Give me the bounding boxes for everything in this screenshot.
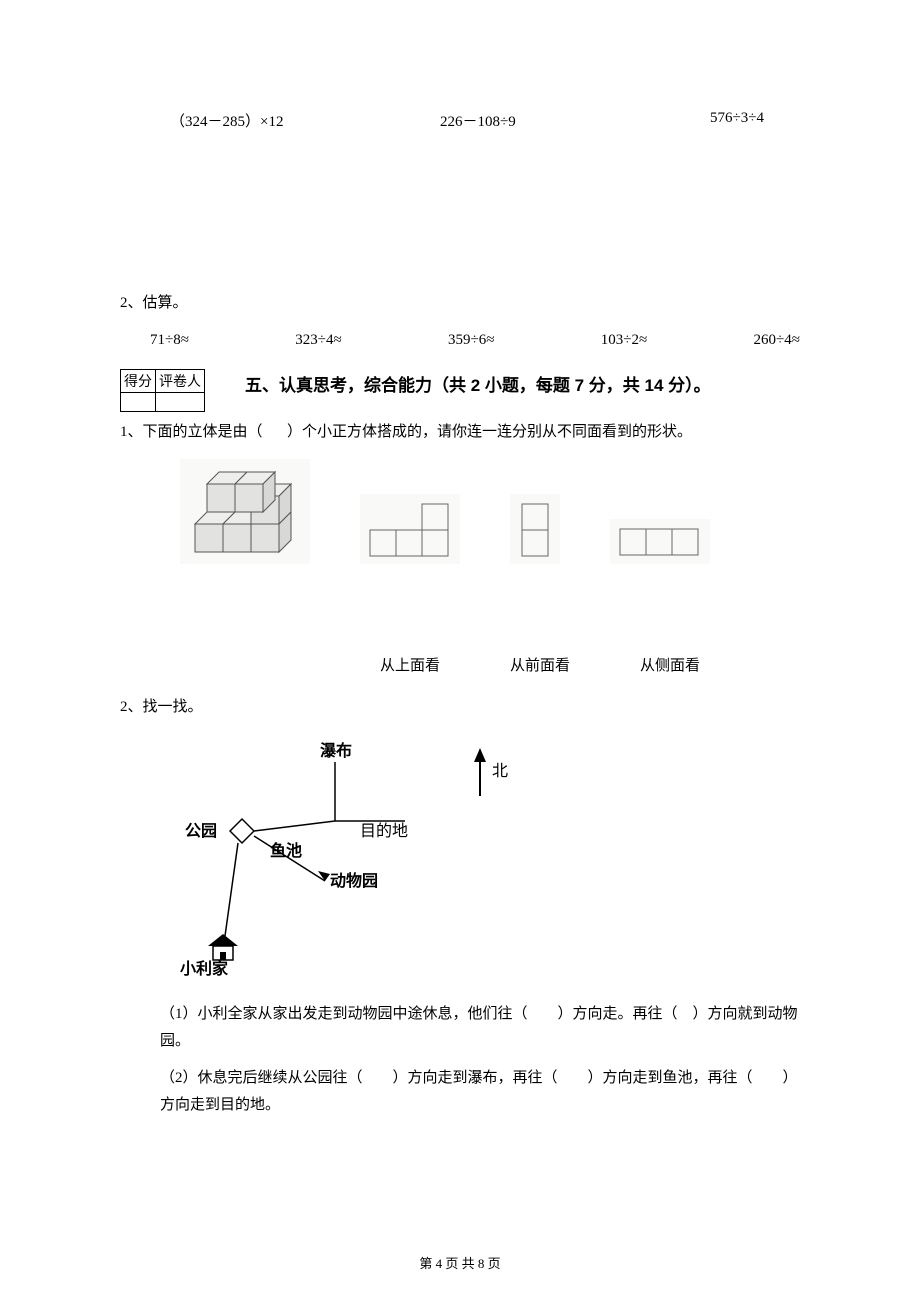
estimate-1: 71÷8≈ [150, 332, 189, 349]
score-header-1: 得分 [121, 370, 156, 393]
s5q1-text: 1、下面的立体是由（ ）个小正方体搭成的，请你连一连分别从不同面看到的形状。 [120, 420, 800, 441]
view-labels-row: 从上面看 从前面看 从侧面看 [120, 654, 800, 675]
section5-title: 五、认真思考，综合能力（共 2 小题，每题 7 分，共 14 分）。 [245, 369, 711, 396]
map-label-waterfall: 瀑布 [320, 741, 352, 760]
shapes-row [180, 459, 800, 564]
estimate-row: 71÷8≈ 323÷4≈ 359÷6≈ 103÷2≈ 260÷4≈ [120, 332, 800, 349]
s5q1-blank [266, 424, 283, 440]
map-label-park: 公园 [185, 822, 217, 840]
expression-2: 226－108÷9 [410, 110, 650, 131]
para-2: （2）休息完后继续从公园往（ ）方向走到瀑布，再往（ ）方向走到鱼池，再往（ ）… [120, 1065, 800, 1119]
estimate-3: 359÷6≈ [448, 332, 494, 349]
estimate-5: 260÷4≈ [754, 332, 800, 349]
page: （324－285）×12 226－108÷9 576÷3÷4 2、估算。 71÷… [0, 0, 920, 1302]
score-header-2: 评卷人 [156, 370, 205, 393]
s5q2-label: 2、找一找。 [120, 695, 800, 716]
para-1: （1）小利全家从家出发走到动物园中途休息，他们往（ ）方向走。再往（ ）方向就到… [120, 1001, 800, 1055]
s5q1-after: ）个小正方体搭成的，请你连一连分别从不同面看到的形状。 [287, 424, 692, 440]
map-label-dest: 目的地 [360, 822, 408, 840]
estimate-2: 323÷4≈ [295, 332, 341, 349]
expression-row-1: （324－285）×12 226－108÷9 576÷3÷4 [120, 110, 800, 131]
view-shape-b [510, 494, 560, 564]
view-shape-a [360, 494, 460, 564]
estimate-4: 103÷2≈ [601, 332, 647, 349]
score-cell-2 [156, 393, 205, 412]
label-top-view: 从上面看 [380, 654, 440, 675]
expression-1: （324－285）×12 [120, 110, 410, 131]
map-label-north: 北 [492, 762, 508, 780]
map-label-home: 小利家 [180, 959, 229, 976]
s5q1-before: 1、下面的立体是由（ [120, 424, 263, 440]
label-side-view: 从侧面看 [640, 654, 700, 675]
map-figure: 瀑布 北 公园 目的地 鱼池 动物园 [180, 736, 800, 981]
map-label-zoo: 动物园 [330, 871, 378, 890]
page-footer: 第 4 页 共 8 页 [0, 1253, 920, 1272]
score-table: 得分 评卷人 [120, 369, 205, 412]
q2-label: 2、估算。 [120, 291, 800, 312]
label-front-view: 从前面看 [510, 654, 570, 675]
solid-figure [180, 459, 310, 564]
view-shape-c [610, 519, 710, 564]
expression-3: 576÷3÷4 [650, 110, 764, 131]
section5-header: 得分 评卷人 五、认真思考，综合能力（共 2 小题，每题 7 分，共 14 分）… [120, 369, 800, 412]
score-cell-1 [121, 393, 156, 412]
